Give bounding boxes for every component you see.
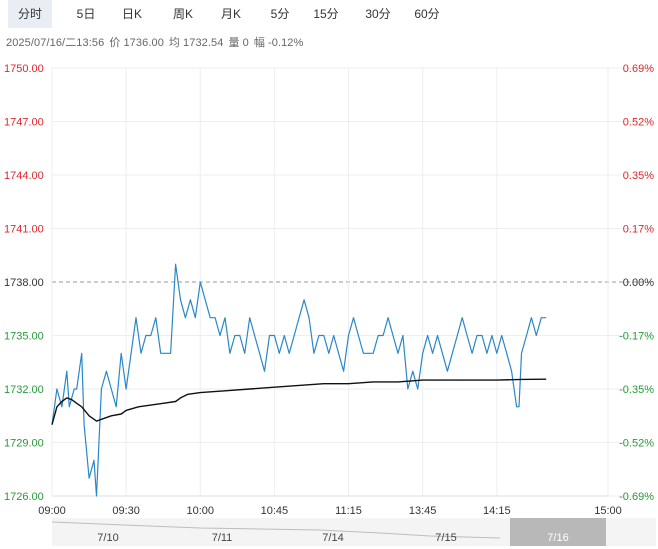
tab-1[interactable]: 分时 (8, 0, 52, 28)
pct-tick-label: 0.52% (623, 117, 654, 129)
x-tick-label: 13:45 (409, 505, 437, 517)
tab-9[interactable]: 60分 (414, 7, 440, 21)
x-tick-label: 11:15 (335, 505, 362, 517)
y-tick-label: 1747.00 (4, 117, 44, 129)
y-tick-label: 1732.00 (4, 384, 44, 396)
quote-datetime: 2025/07/16/二13:56 (6, 37, 105, 49)
navigator-date-label: 7/15 (435, 532, 456, 544)
change-value: -0.12% (267, 37, 304, 49)
pct-tick-label: 0.35% (623, 170, 654, 182)
tab-7[interactable]: 15分 (313, 7, 339, 21)
y-tick-label: 1729.00 (4, 438, 44, 450)
y-tick-label: 1750.00 (4, 63, 44, 75)
navigator-date-label: 7/14 (322, 532, 343, 544)
tab-8[interactable]: 30分 (365, 7, 391, 21)
pct-tick-label: 0.69% (623, 63, 654, 75)
navigator-sparkline (51, 521, 501, 539)
volume-value: 0 (242, 37, 249, 49)
price-line (51, 263, 547, 497)
y-tick-label: 1726.00 (4, 491, 44, 503)
x-tick-label: 14:15 (483, 505, 511, 517)
x-tick-label: 10:45 (261, 505, 289, 517)
tab-2[interactable]: 5日 (76, 7, 96, 21)
y-tick-label: 1735.00 (4, 331, 44, 343)
y-tick-label: 1741.00 (4, 224, 44, 236)
x-tick-label: 15:00 (594, 505, 622, 517)
pct-tick-label: 0.17% (623, 224, 654, 236)
pct-tick-label: -0.52% (619, 438, 654, 450)
price-value: 1736.00 (123, 37, 164, 49)
navigator-date-label: 7/11 (212, 532, 233, 544)
navigator-selected-window (510, 518, 606, 546)
pct-tick-label: -0.69% (619, 491, 654, 503)
avg-value: 1732.54 (183, 37, 224, 49)
pct-tick-label: -0.17% (619, 331, 654, 343)
navigator-date-label: 7/10 (97, 532, 118, 544)
change-label: 幅 (253, 37, 265, 49)
y-tick-label: 1738.00 (4, 277, 44, 289)
pct-tick-label: -0.35% (619, 384, 654, 396)
y-tick-label: 1744.00 (4, 170, 44, 182)
x-tick-label: 09:00 (38, 505, 66, 517)
average-line (51, 378, 547, 425)
x-tick-label: 09:30 (112, 505, 140, 517)
avg-label: 均 (168, 37, 181, 49)
period-tabs: 分时 5日 日K 周K 月K 5分 15分 30分 60分 (0, 0, 658, 30)
navigator-date-label: 7/16 (547, 532, 568, 544)
x-tick-label: 10:00 (187, 505, 215, 517)
price-label: 价 (109, 37, 121, 49)
tab-5[interactable]: 月K (220, 7, 241, 21)
tab-4[interactable]: 周K (172, 7, 193, 21)
tab-3[interactable]: 日K (121, 7, 142, 21)
quote-info-bar: 2025/07/16/二13:56 价 1736.00 均 1732.54 量 0 幅 -0.1… (6, 34, 308, 50)
volume-label: 量 (228, 37, 240, 49)
pct-tick-label: 0.00% (623, 277, 654, 289)
tab-6[interactable]: 5分 (270, 7, 290, 21)
